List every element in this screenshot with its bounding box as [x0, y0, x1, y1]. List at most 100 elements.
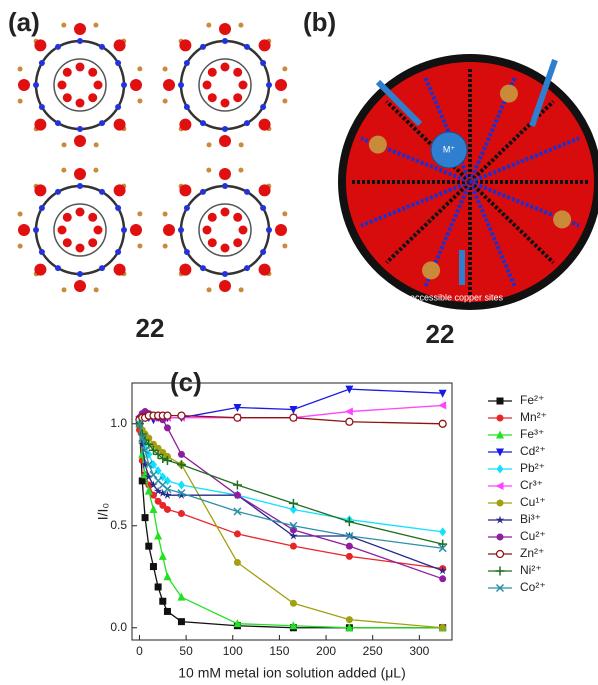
atom [130, 224, 142, 236]
atom [61, 167, 67, 173]
legend-label: Fe²⁺ [520, 393, 544, 407]
atom [99, 265, 105, 272]
marker [159, 501, 167, 509]
marker [289, 542, 297, 550]
ring [34, 184, 126, 276]
atom [183, 205, 190, 211]
atom [55, 188, 61, 195]
atom [220, 98, 230, 108]
atom [206, 142, 212, 148]
marker [154, 531, 163, 540]
marker [289, 531, 298, 540]
marker [137, 439, 147, 448]
marker [438, 419, 447, 428]
atom [17, 211, 23, 217]
x-tick-label: 300 [409, 644, 429, 658]
legend-label: Cu²⁺ [520, 529, 546, 543]
atom [121, 82, 127, 88]
marker [438, 566, 447, 575]
marker [439, 624, 447, 632]
legend-label: Cr³⁺ [520, 478, 543, 492]
ray [468, 181, 517, 289]
atom [18, 224, 30, 236]
marker [345, 552, 353, 560]
metal-ion [430, 131, 468, 169]
ray [469, 136, 580, 184]
atom [61, 287, 67, 293]
ray [468, 99, 555, 184]
marker [162, 456, 172, 466]
marker [158, 551, 167, 560]
atom [17, 243, 23, 249]
atom [93, 142, 99, 148]
marker [159, 597, 167, 605]
x-tick-label: 150 [269, 644, 289, 658]
atom [88, 238, 98, 248]
atom [115, 249, 122, 255]
atom [222, 38, 228, 44]
atom [62, 238, 72, 248]
atom [220, 207, 230, 217]
marker [158, 488, 168, 497]
atom [93, 167, 99, 173]
atom [233, 93, 243, 103]
marker [289, 504, 297, 514]
atom [206, 22, 212, 28]
marker [149, 470, 158, 479]
atom [115, 104, 122, 110]
atom [57, 225, 67, 235]
marker [138, 434, 147, 443]
marker [438, 539, 448, 549]
ring [179, 39, 271, 131]
atom [38, 104, 45, 110]
ray [385, 99, 472, 184]
atom [200, 188, 206, 195]
legend-marker [496, 533, 504, 541]
atom [62, 67, 72, 77]
marker [233, 491, 241, 499]
marker [141, 514, 149, 522]
atom [200, 120, 206, 127]
x-tick-label: 0 [136, 644, 143, 658]
atom [238, 80, 248, 90]
pore-rays [352, 68, 588, 296]
atom [260, 104, 267, 110]
marker [289, 521, 298, 530]
ray [468, 180, 555, 265]
marker [154, 466, 162, 476]
marker [177, 510, 185, 518]
legend-label: Mn²⁺ [520, 410, 547, 424]
atom [207, 67, 217, 77]
marker [438, 544, 447, 553]
marker [176, 460, 186, 470]
atom [244, 43, 250, 50]
atom [17, 66, 23, 72]
atom [179, 118, 192, 131]
atom [238, 225, 248, 235]
atom [77, 38, 83, 44]
pore-diagram: M⁺ open amines carboxylate sites accessi… [338, 41, 598, 310]
marker [135, 419, 144, 428]
legend-label: Bi³⁺ [520, 512, 541, 526]
series-line [138, 423, 443, 533]
atom [34, 118, 47, 131]
legend-label: Cd²⁺ [520, 444, 546, 458]
atom [260, 249, 267, 255]
arrow [529, 59, 558, 127]
atom [282, 243, 288, 249]
atom [200, 265, 206, 272]
atom [33, 227, 39, 233]
ring [198, 203, 252, 257]
ray [385, 180, 472, 265]
copper [499, 84, 518, 103]
atom [88, 93, 98, 103]
marker [177, 411, 186, 420]
atom [178, 227, 184, 233]
atom [202, 80, 212, 90]
marker [144, 472, 154, 481]
atom [99, 120, 105, 127]
marker [288, 498, 298, 508]
atom [57, 80, 67, 90]
